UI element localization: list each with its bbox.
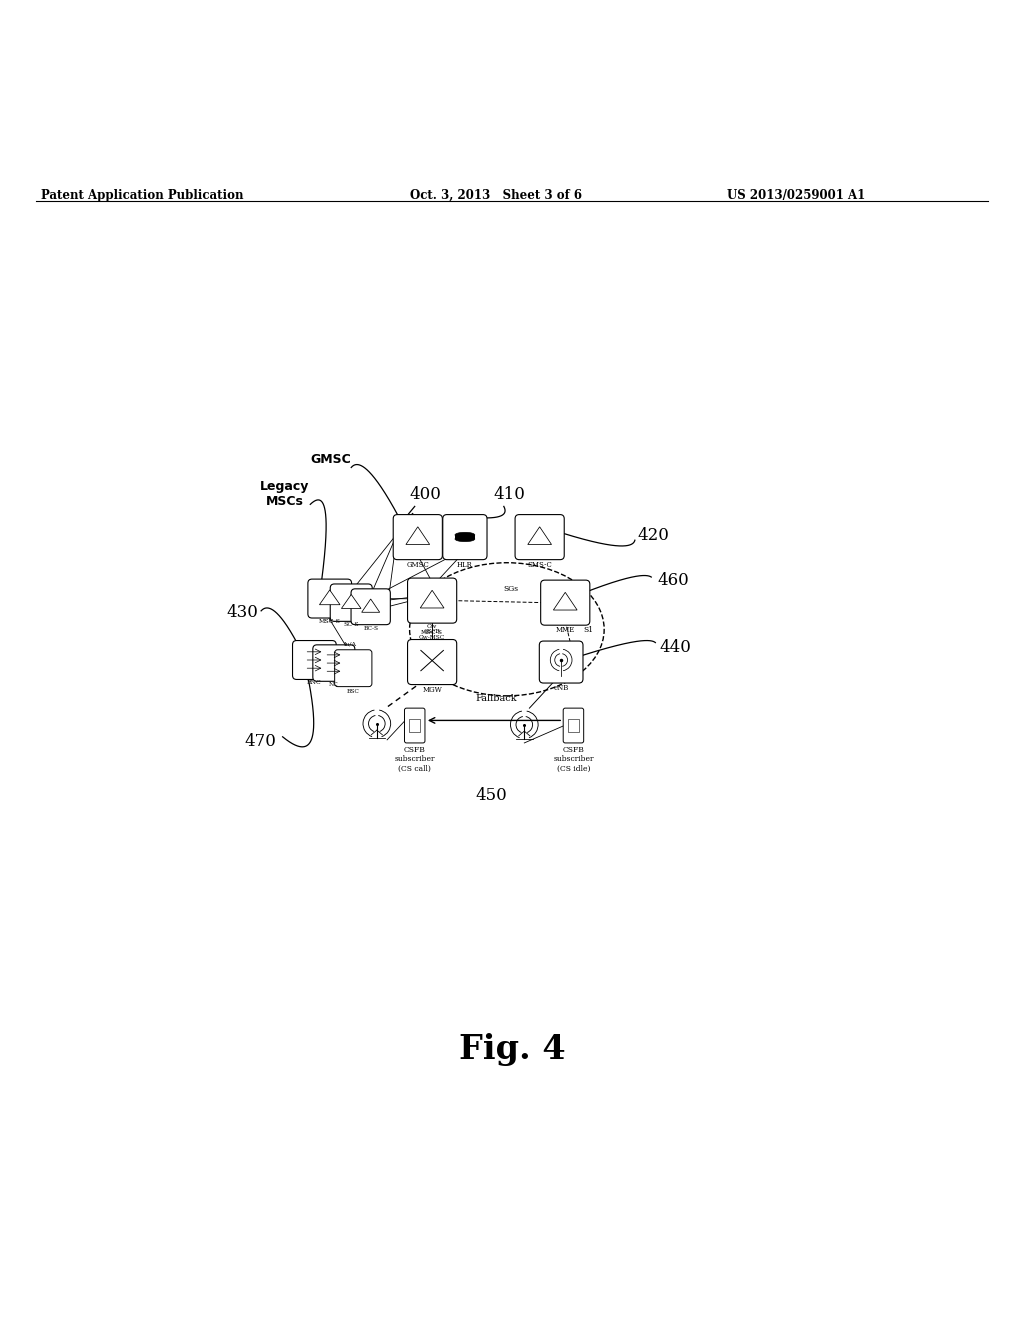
FancyBboxPatch shape [408, 578, 457, 623]
Text: 440: 440 [659, 639, 692, 656]
Text: S1: S1 [584, 626, 594, 635]
Polygon shape [420, 590, 444, 609]
Text: MME: MME [556, 626, 574, 634]
Text: GMSC: GMSC [310, 453, 351, 466]
FancyBboxPatch shape [335, 649, 372, 686]
Text: 410: 410 [493, 486, 525, 503]
Text: NC: NC [329, 682, 339, 688]
Text: CSFB
Gw-MSC: CSFB Gw-MSC [419, 630, 445, 640]
Text: 400: 400 [409, 486, 441, 503]
Text: HLR: HLR [457, 561, 473, 569]
Text: BSC: BSC [347, 689, 359, 694]
Text: 420: 420 [637, 527, 670, 544]
FancyBboxPatch shape [404, 708, 425, 743]
Text: MSC-S: MSC-S [318, 619, 341, 624]
Text: Legacy
MSCs: Legacy MSCs [260, 480, 309, 508]
Polygon shape [361, 599, 380, 612]
FancyBboxPatch shape [568, 719, 579, 731]
Polygon shape [455, 535, 475, 539]
Polygon shape [406, 527, 430, 544]
FancyBboxPatch shape [293, 640, 336, 680]
Ellipse shape [455, 532, 475, 537]
Text: BC-S: BC-S [364, 626, 378, 631]
Text: Gw
MSC-S: Gw MSC-S [421, 624, 443, 635]
Polygon shape [319, 590, 340, 605]
FancyBboxPatch shape [393, 515, 442, 560]
Text: US 2013/0259001 A1: US 2013/0259001 A1 [727, 189, 865, 202]
Text: Fallback: Fallback [475, 694, 517, 704]
FancyBboxPatch shape [563, 708, 584, 743]
FancyBboxPatch shape [442, 515, 487, 560]
FancyBboxPatch shape [541, 579, 590, 626]
FancyBboxPatch shape [515, 515, 564, 560]
FancyBboxPatch shape [313, 645, 354, 681]
Text: Iu/A: Iu/A [344, 642, 357, 647]
Text: Fig. 4: Fig. 4 [459, 1032, 565, 1065]
Text: CSFB
subscriber
(CS call): CSFB subscriber (CS call) [394, 746, 435, 772]
FancyBboxPatch shape [330, 583, 373, 622]
Polygon shape [341, 594, 361, 609]
Text: GMSC: GMSC [407, 561, 429, 569]
FancyBboxPatch shape [308, 579, 351, 618]
Text: Oct. 3, 2013   Sheet 3 of 6: Oct. 3, 2013 Sheet 3 of 6 [410, 189, 582, 202]
FancyBboxPatch shape [410, 719, 420, 731]
Text: SMS-C: SMS-C [527, 561, 552, 569]
Text: 470: 470 [244, 734, 276, 750]
Text: 430: 430 [226, 605, 259, 622]
Text: 460: 460 [657, 572, 690, 589]
Text: Patent Application Publication: Patent Application Publication [41, 189, 244, 202]
Text: SC-S: SC-S [343, 622, 359, 627]
Text: 450: 450 [475, 787, 508, 804]
FancyBboxPatch shape [408, 639, 457, 685]
Text: SGs: SGs [504, 586, 519, 594]
Text: MGW: MGW [422, 685, 442, 693]
FancyBboxPatch shape [351, 589, 390, 624]
Polygon shape [527, 527, 552, 544]
Ellipse shape [455, 536, 475, 541]
Text: CSFB
subscriber
(CS idle): CSFB subscriber (CS idle) [553, 746, 594, 772]
Polygon shape [553, 593, 578, 610]
Text: eNB: eNB [554, 684, 568, 692]
FancyBboxPatch shape [540, 642, 583, 682]
Text: RNC: RNC [307, 681, 322, 685]
